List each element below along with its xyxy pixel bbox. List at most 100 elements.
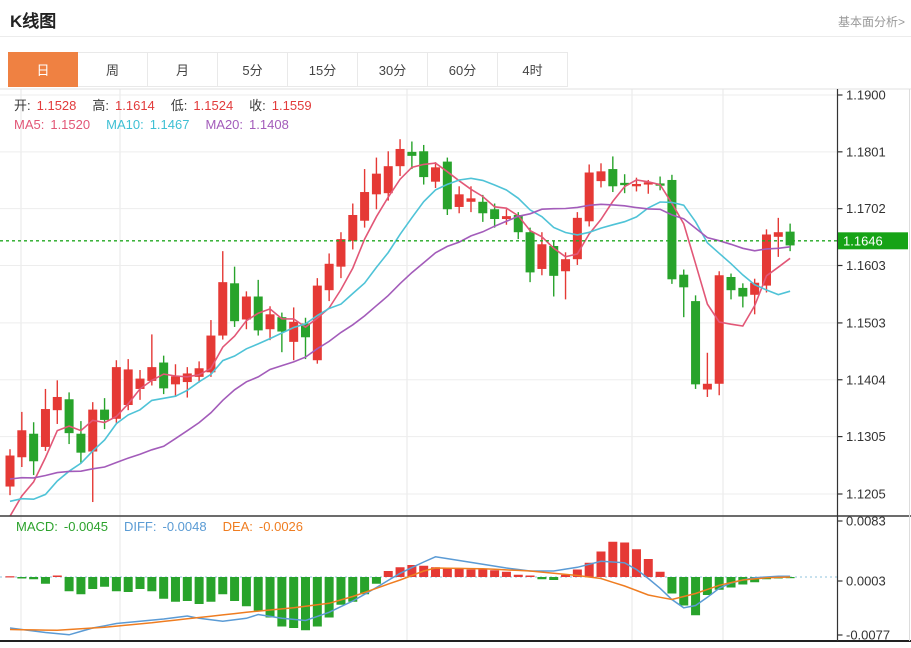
candle-body (312, 285, 322, 361)
candle-body (265, 314, 275, 330)
macd-histogram-bar (348, 577, 358, 602)
candle-body (289, 321, 299, 342)
macd-histogram-bar (714, 577, 724, 590)
candle-body (537, 244, 547, 269)
macd-histogram-bar (147, 577, 157, 592)
macd-histogram-bar (253, 577, 263, 611)
candle-body (371, 173, 381, 195)
price-tick-label: 1.1205 (846, 487, 886, 502)
tab-period-3[interactable]: 5分 (218, 52, 288, 87)
tab-period-5[interactable]: 30分 (358, 52, 428, 87)
macd-histogram-bar (5, 576, 15, 578)
candle-body (525, 232, 535, 273)
macd-histogram-bar (17, 577, 27, 579)
candle-body (52, 396, 62, 411)
macd-histogram-bar (643, 559, 653, 577)
macd-tick-label: 0.0003 (846, 574, 886, 589)
macd-histogram-bar (407, 565, 417, 577)
candle-body (679, 274, 689, 288)
candle-body (159, 362, 169, 389)
candle-body (135, 378, 145, 389)
candle-body (88, 409, 98, 452)
candle-body (750, 282, 760, 295)
macd-histogram-bar (584, 562, 594, 577)
macd-histogram-bar (159, 577, 169, 599)
dea-line (9, 567, 791, 632)
page-title: K线图 (10, 12, 57, 31)
candle-body (5, 455, 15, 487)
candle-body (773, 232, 783, 237)
diff-line (9, 556, 791, 636)
macd-histogram-bar (218, 577, 228, 595)
candle-body (596, 171, 606, 182)
macd-histogram-bar (466, 569, 476, 577)
candle-body (442, 161, 452, 210)
candle-body (620, 182, 630, 186)
current-price-badge (838, 232, 908, 250)
tab-period-0[interactable]: 日 (8, 52, 78, 87)
candle-body (324, 263, 334, 291)
macd-histogram-bar (64, 577, 74, 592)
candle-body (206, 335, 216, 373)
macd-histogram-bar (40, 577, 50, 584)
tab-period-4[interactable]: 15分 (288, 52, 358, 87)
candle-body (643, 182, 653, 185)
macd-histogram-bar (525, 575, 535, 577)
macd-histogram-bar (88, 577, 98, 589)
candle-body (407, 151, 417, 156)
period-tab-bar: 日周月 5分 15分 30分 60分 4时 (8, 52, 568, 87)
macd-histogram-bar (277, 577, 287, 627)
current-price-badge-label: 1.1646 (843, 233, 883, 248)
macd-tick-label: 0.0083 (846, 514, 886, 529)
candle-body (241, 296, 251, 320)
candle-body (360, 192, 370, 221)
macd-histogram-bar (490, 570, 500, 577)
macd-histogram-bar (100, 577, 110, 587)
candle-body (631, 183, 641, 187)
macd-histogram-bar (631, 549, 641, 577)
candle-body (40, 409, 50, 447)
candle-body (572, 217, 582, 260)
macd-histogram-bar (454, 568, 464, 577)
fundamental-analysis-link[interactable]: 基本面分析> (837, 15, 905, 29)
macd-histogram-bar (182, 577, 192, 601)
macd-histogram-bar (170, 577, 180, 602)
ma10-line (9, 177, 791, 503)
macd-histogram-bar (478, 569, 488, 577)
macd-histogram-bar (383, 571, 393, 577)
candle-body (29, 433, 39, 462)
candle-body (785, 231, 795, 246)
macd-histogram-bar (360, 577, 370, 595)
macd-histogram-bar (679, 577, 689, 606)
macd-histogram-bar (52, 575, 62, 577)
candle-body (513, 214, 523, 233)
candle-body (170, 376, 180, 385)
candle-body (147, 367, 157, 381)
macd-histogram-bar (596, 551, 606, 577)
candle-body (667, 179, 677, 280)
macd-histogram-bar (241, 577, 251, 607)
macd-histogram-bar (371, 577, 381, 584)
price-tick-label: 1.1603 (846, 258, 886, 273)
candle-body (348, 214, 358, 241)
price-tick-label: 1.1900 (846, 88, 886, 103)
candle-body (466, 198, 476, 202)
macd-histogram-bar (442, 568, 452, 577)
candle-body (111, 367, 121, 419)
tab-period-7[interactable]: 4时 (498, 52, 568, 87)
tab-period-1[interactable]: 周 (78, 52, 148, 87)
macd-histogram-bar (123, 577, 133, 592)
tab-period-6[interactable]: 60分 (428, 52, 498, 87)
macd-histogram-bar (324, 577, 334, 618)
tab-period-2[interactable]: 月 (148, 52, 218, 87)
candle-body (761, 234, 771, 286)
candle-body (301, 323, 310, 338)
macd-histogram-bar (513, 574, 523, 577)
candle-body (17, 430, 27, 458)
macd-histogram-bar (608, 541, 618, 577)
candle-body (584, 172, 594, 222)
candle-body (123, 369, 133, 406)
ma5-line (9, 162, 791, 517)
price-tick-label: 1.1404 (846, 372, 886, 387)
